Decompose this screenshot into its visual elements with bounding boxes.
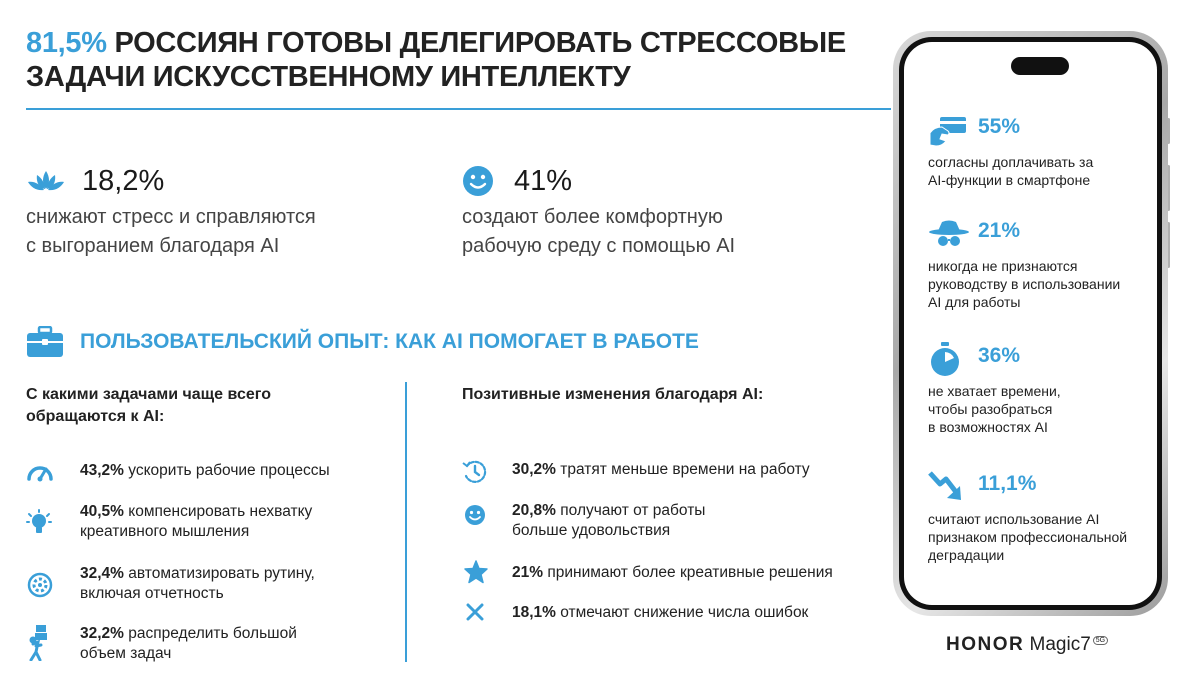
stat-description: создают более комфортную рабочую среду с… (462, 203, 735, 261)
phone-stat-description: не хватает времени, чтобы разобраться в … (928, 382, 1153, 436)
title-line: обращаются к AI: (26, 408, 165, 425)
desc-line: никогда не признаются (928, 258, 1078, 274)
stat-description: снижают стресс и справляются с выгорание… (26, 203, 316, 261)
stat-stress: 18,2% снижают стресс и справляются с выг… (26, 165, 426, 275)
stat-line: создают более комфортную (462, 206, 723, 228)
phone-bezel: 55% согласны доплачивать за AI-функции в… (899, 37, 1162, 610)
item-percent: 30,2% (512, 461, 556, 478)
list-item: 32,2% распределить большой объем задач (26, 623, 386, 667)
right-column-title: Позитивные изменения благодаря AI: (462, 386, 764, 403)
list-item: 43,2% ускорить рабочие процессы (26, 460, 386, 484)
desc-line: в возможностях AI (928, 419, 1048, 435)
item-text-cont: креативного мышления (80, 523, 250, 540)
item-text: получают от работы (560, 502, 706, 519)
hand-card-icon (928, 115, 968, 152)
section-label: ПОЛЬЗОВАТЕЛЬСКИЙ ОПЫТ: КАК AI ПОМОГАЕТ В… (80, 330, 699, 353)
phone-frame: 55% согласны доплачивать за AI-функции в… (893, 31, 1168, 616)
item-text: принимают более креативные решения (547, 564, 833, 581)
list-item: 32,4% автоматизировать рутину, включая о… (26, 563, 386, 607)
item-percent: 40,5% (80, 503, 124, 520)
desc-line: признаком профессиональной (928, 529, 1128, 545)
lotus-icon (26, 169, 66, 198)
item-percent: 32,4% (80, 565, 124, 582)
star-icon (464, 560, 488, 590)
phone-stat-description: считают использование AI признаком профе… (928, 510, 1153, 564)
desc-line: считают использование AI (928, 511, 1100, 527)
item-text-cont: включая отчетность (80, 585, 224, 602)
briefcase-icon (26, 325, 64, 363)
gear-icon (26, 571, 54, 605)
phone-camera-notch (1011, 57, 1069, 75)
desc-line: AI для работы (928, 294, 1021, 310)
title-text: РОССИЯН ГОТОВЫ ДЕЛЕГИРОВАТЬ СТРЕССОВЫЕ З… (26, 27, 846, 93)
desc-line: руководству в использовании (928, 276, 1121, 292)
phone-stat: 21% никогда не признаются руководству в … (928, 217, 1157, 317)
trend-down-icon (928, 470, 964, 507)
stat-line: рабочую среду с помощью AI (462, 235, 736, 257)
phone-stat: 36% не хватает времени, чтобы разобратьс… (928, 342, 1157, 442)
item-text: компенсировать нехватку (128, 503, 313, 520)
list-item: 18,1% отмечают снижение числа ошибок (462, 602, 882, 626)
title-line: С какими задачами чаще всего (26, 386, 271, 403)
stat-comfort: 41% создают более комфортную рабочую сре… (462, 165, 862, 275)
phone-side-button (1167, 222, 1170, 268)
smiley-icon (462, 165, 494, 202)
title-accent: 81,5% (26, 27, 107, 59)
desc-line: AI-функции в смартфоне (928, 172, 1091, 188)
phone-stat-value: 11,1% (978, 472, 1037, 495)
desc-line: согласны доплачивать за (928, 154, 1094, 170)
item-percent: 20,8% (512, 502, 556, 519)
list-item: 21% принимают более креативные решения (462, 560, 882, 586)
stat-value: 41% (514, 165, 573, 197)
cross-icon (466, 603, 484, 627)
left-column-title: С какими задачами чаще всего обращаются … (26, 384, 271, 428)
list-item: 20,8% получают от работы больше удовольс… (462, 500, 882, 544)
spy-hat-icon (928, 219, 970, 254)
phone-screen: 55% согласны доплачивать за AI-функции в… (904, 42, 1157, 605)
phone-stat-description: никогда не признаются руководству в испо… (928, 257, 1153, 311)
brand-5g-badge: 5G (1092, 636, 1109, 645)
phone-stat-value: 21% (978, 219, 1021, 242)
phone-side-button (1167, 118, 1170, 144)
carrying-boxes-icon (26, 625, 54, 667)
smiley-small-icon (464, 504, 486, 532)
brand-logo: HONOR Magic7 5G (946, 634, 1109, 656)
item-text: автоматизировать рутину, (128, 565, 315, 582)
item-text-cont: объем задач (80, 645, 172, 662)
brand-model: Magic7 (1029, 634, 1091, 655)
stat-value: 18,2% (82, 165, 165, 197)
item-text: распределить большой (128, 625, 297, 642)
phone-stat-value: 36% (978, 344, 1021, 367)
phone-stat-value: 55% (978, 115, 1021, 138)
page-title: 81,5% РОССИЯН ГОТОВЫ ДЕЛЕГИРОВАТЬ СТРЕСС… (26, 26, 886, 94)
desc-line: чтобы разобраться (928, 401, 1053, 417)
item-percent: 43,2% (80, 462, 124, 479)
item-text-cont: больше удовольствия (512, 522, 671, 539)
phone-stat: 55% согласны доплачивать за AI-функции в… (928, 113, 1157, 203)
item-percent: 21% (512, 564, 544, 581)
stopwatch-icon (928, 342, 962, 383)
item-percent: 18,1% (512, 604, 556, 621)
list-item: 40,5% компенсировать нехватку креативног… (26, 501, 386, 545)
brand-name: HONOR (946, 634, 1025, 655)
phone-stat: 11,1% считают использование AI признаком… (928, 470, 1157, 570)
desc-line: деградации (928, 547, 1005, 563)
stat-line: с выгоранием благодаря AI (26, 235, 280, 257)
clock-rewind-icon (462, 459, 488, 491)
item-percent: 32,2% (80, 625, 124, 642)
column-divider (405, 382, 407, 662)
title-divider (26, 108, 891, 110)
list-item: 30,2% тратят меньше времени на работу (462, 459, 882, 483)
speedometer-icon (26, 460, 54, 488)
item-text: тратят меньше времени на работу (560, 461, 810, 478)
item-text: ускорить рабочие процессы (128, 462, 330, 479)
desc-line: не хватает времени, (928, 383, 1061, 399)
lightbulb-icon (26, 509, 52, 545)
phone-stat-description: согласны доплачивать за AI-функции в сма… (928, 153, 1153, 189)
stat-line: снижают стресс и справляются (26, 206, 316, 228)
phone-side-button (1167, 165, 1170, 211)
item-text: отмечают снижение числа ошибок (560, 604, 809, 621)
